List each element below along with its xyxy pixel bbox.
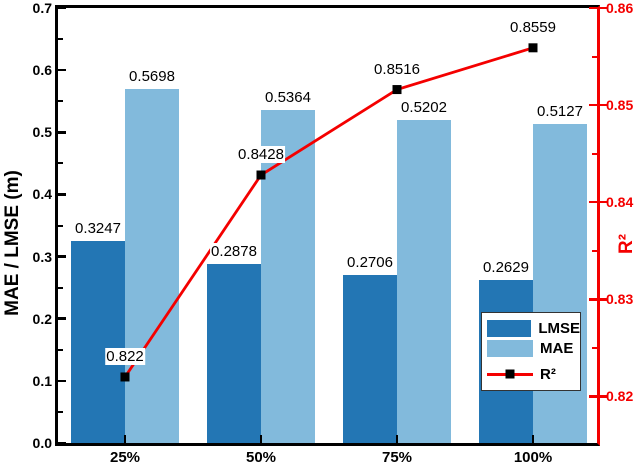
bottom-major-tick [395,435,399,443]
legend-swatch-mae [487,339,533,357]
left-minor-tick [58,162,63,165]
r2-square-marker-icon [120,372,130,382]
right-minor-tick [592,249,597,252]
left-tick-label: 0.6 [32,62,52,79]
left-major-tick [58,379,66,383]
legend-item-lmse: LMSE [487,318,580,338]
lmse-bar [71,241,125,443]
right-minor-tick [592,346,597,349]
right-axis-title: R² [616,233,637,255]
x-tick-label: 25% [109,449,141,466]
bar-value-label: 0.5364 [264,88,312,106]
bar-value-label: 0.2706 [346,253,394,271]
left-minor-tick [58,286,63,289]
legend-square-marker-icon [505,369,515,379]
mae-bar [125,88,179,443]
r2-value-label: 0.8559 [509,18,557,36]
right-minor-tick [592,55,597,58]
left-tick-label: 0.5 [32,124,52,141]
right-tick-label: 0.84 [606,194,634,211]
left-tick-label: 0.3 [32,248,52,265]
right-major-tick [589,6,607,10]
legend-label-lmse: LMSE [538,319,580,337]
left-major-tick [58,68,66,72]
bar-value-label: 0.2629 [482,258,530,276]
lmse-bar [207,264,261,443]
bar-value-label: 0.5127 [536,103,584,121]
r2-line-layer [120,43,538,382]
right-major-tick [589,298,607,301]
left-tick-label: 0.1 [32,372,52,389]
x-tick-label: 100% [513,449,553,466]
r2-value-label: 0.8428 [237,146,285,163]
bar-value-label: 0.2878 [210,243,258,261]
left-tick-label: 0.0 [32,435,52,451]
right-major-tick [589,103,607,107]
legend-item-mae: MAE [487,338,580,358]
right-minor-tick [592,152,597,155]
lmse-bar [343,274,397,443]
left-major-tick [58,255,66,258]
right-tick-label: 0.85 [606,97,634,114]
r2-square-marker-icon [256,170,266,180]
right-tick-label: 0.83 [606,291,634,308]
plot-area: 0.3247 0.2878 0.2706 0.2629 0.5698 0.5364 0.52… [55,5,600,446]
mae-bar [261,109,315,443]
left-tick-label: 0.2 [32,310,52,327]
legend: LMSE MAE R² [481,312,581,391]
mae-bar [397,119,451,443]
r2-value-label: 0.822 [105,347,145,365]
legend-label-r2: R² [540,365,556,383]
left-tick-label: 0.4 [32,186,52,203]
left-major-tick [58,193,66,196]
right-tick-label: 0.86 [606,0,634,16]
x-tick-label: 75% [381,449,413,466]
left-minor-tick [58,348,63,351]
bottom-major-tick [259,435,263,443]
legend-item-r2: R² [487,364,580,384]
bottom-major-tick [531,435,535,443]
r2-value-label: 0.8516 [373,60,421,78]
left-major-tick [58,441,66,445]
left-major-tick [58,131,66,134]
bar-value-label: 0.3247 [74,220,122,238]
r2-square-marker-icon [528,43,538,53]
left-minor-tick [58,38,63,41]
r2-square-marker-icon [392,85,402,95]
bottom-major-tick [123,435,127,443]
left-major-tick [58,317,66,320]
left-minor-tick [58,100,63,103]
r2-line [123,46,534,378]
legend-label-mae: MAE [540,339,574,357]
left-tick-label: 0.7 [32,0,52,16]
bar-value-label: 0.5698 [128,67,176,85]
left-minor-tick [58,224,63,227]
left-minor-tick [58,410,63,413]
right-major-tick [589,200,607,204]
left-axis-title: MAE / LMSE (m) [2,170,23,316]
bar-value-label: 0.5202 [400,98,448,116]
left-major-tick [58,6,66,10]
legend-swatch-lmse [487,319,532,337]
right-major-tick [589,395,607,398]
x-tick-label: 50% [245,449,277,466]
legend-line-sample [487,369,533,379]
right-tick-label: 0.82 [606,388,634,405]
